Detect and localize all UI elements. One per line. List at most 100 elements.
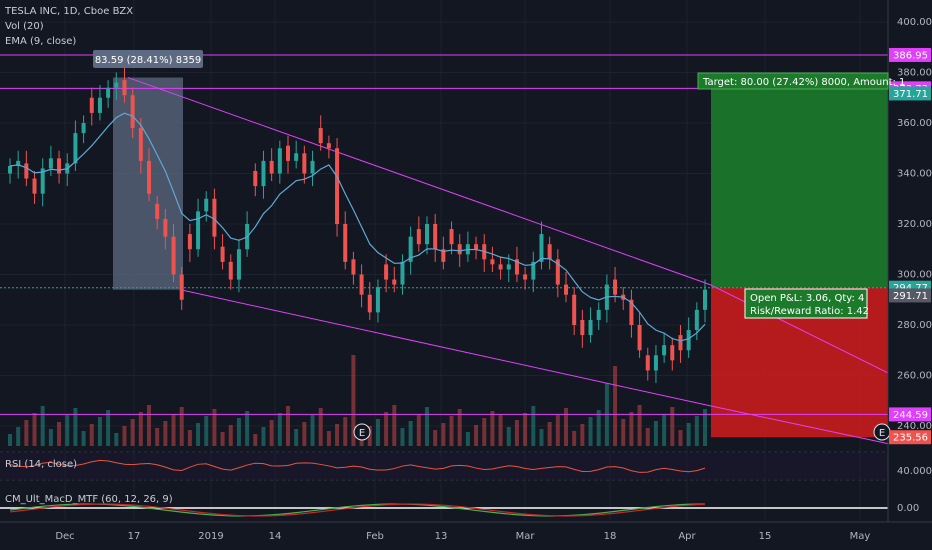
candle — [678, 335, 683, 351]
candle — [555, 259, 560, 285]
candle — [580, 319, 585, 336]
signal-line — [9, 503, 706, 517]
rsi-band — [0, 452, 888, 480]
volume-bar — [351, 355, 356, 446]
volume-bar — [662, 414, 667, 446]
volume-bar — [302, 422, 307, 446]
channel-bottom-ext — [709, 405, 889, 445]
candle — [416, 229, 421, 245]
candle — [97, 97, 102, 113]
candle — [171, 236, 176, 275]
volume-bar — [253, 434, 258, 446]
volume-bar — [277, 413, 282, 446]
volume-bar — [179, 407, 184, 446]
volume-bar — [24, 420, 29, 446]
volume-bar — [261, 427, 266, 446]
volume-bar — [335, 424, 340, 446]
volume-bar — [416, 414, 421, 446]
macd-line — [9, 503, 706, 517]
volume-bar — [97, 417, 102, 446]
volume-bar — [653, 421, 658, 446]
volume-bar — [171, 414, 176, 446]
price-label-text: 244.59 — [893, 410, 928, 421]
candle — [326, 143, 331, 149]
candle — [588, 319, 593, 336]
volume-bar — [596, 410, 601, 446]
volume-bar — [564, 408, 568, 446]
candle — [694, 309, 699, 331]
legend-volume: Vol (20) — [5, 21, 44, 32]
ema-path — [9, 112, 706, 342]
volume-bar — [441, 423, 446, 446]
earnings-circle — [353, 423, 371, 441]
channel-bottom — [179, 289, 711, 407]
candle — [122, 80, 127, 96]
candle — [408, 236, 413, 262]
volume-bar — [474, 425, 479, 446]
target-label: Target: 80.00 (27.42%) 8000, Amount: 1 — [697, 72, 905, 90]
y-tick-label: 320.00 — [897, 219, 932, 230]
channel-top-ext — [709, 284, 889, 374]
volume-bars — [8, 355, 707, 446]
volume-bar — [122, 426, 127, 446]
volume-bar — [408, 421, 413, 446]
volume-bar — [228, 425, 233, 446]
x-tick-label: Mar — [516, 531, 536, 542]
measure-label: 83.59 (28.41%) 8359 — [93, 50, 203, 68]
volume-bar — [155, 428, 160, 446]
volume-bar — [539, 429, 544, 446]
volume-bar — [392, 405, 397, 446]
price-label: 386.95 — [889, 47, 931, 62]
candle — [81, 123, 86, 134]
price-label-text: 386.95 — [893, 50, 928, 61]
price-label-bg — [889, 86, 931, 101]
volume-bar — [580, 424, 585, 446]
macd-pane — [0, 503, 888, 517]
candle — [449, 229, 454, 245]
price-label-bg — [889, 288, 931, 303]
volume-bar — [32, 413, 37, 446]
volume-bar — [114, 433, 119, 446]
volume-bar — [572, 431, 577, 446]
candle — [24, 163, 29, 179]
volume-bar — [204, 416, 209, 446]
price-label: 371.71 — [889, 86, 931, 101]
candle — [187, 234, 192, 250]
legend-ema: EMA (9, close) — [5, 36, 77, 47]
y-tick-label: 260.00 — [897, 371, 932, 382]
x-tick-label: 15 — [759, 531, 772, 542]
candle — [392, 279, 397, 285]
candle — [498, 264, 503, 270]
volume-bar — [703, 409, 707, 446]
target-zone — [711, 88, 888, 288]
candle — [40, 168, 45, 194]
candle — [228, 261, 233, 280]
candle — [703, 289, 707, 310]
target-label-text: Target: 80.00 (27.42%) 8000, Amount: 1 — [702, 77, 905, 88]
volume-bar — [555, 415, 560, 446]
volume-bar — [400, 428, 405, 446]
candle — [130, 95, 135, 129]
volume-bar — [465, 432, 470, 446]
candle — [269, 160, 274, 174]
candle — [236, 249, 241, 280]
volume-bar — [449, 416, 454, 446]
volume-bar — [482, 418, 487, 446]
macd-label: CM_Ult_MacD_MTF (60, 12, 26, 9) — [5, 494, 173, 505]
y-tick-label: 280.00 — [897, 320, 932, 331]
candle — [367, 294, 372, 313]
candle — [286, 145, 290, 161]
candle — [653, 355, 658, 371]
volume-bar — [694, 416, 699, 446]
candle — [474, 244, 479, 250]
x-tick-label: 18 — [604, 531, 617, 542]
volume-bar — [343, 417, 348, 446]
x-tick-label: Feb — [366, 531, 384, 542]
candle — [294, 153, 299, 161]
candle — [433, 224, 438, 250]
chart-labels: EE386.95373.73371.71294.77291.71244.5923… — [93, 47, 931, 445]
price-label: 235.56 — [889, 430, 931, 445]
